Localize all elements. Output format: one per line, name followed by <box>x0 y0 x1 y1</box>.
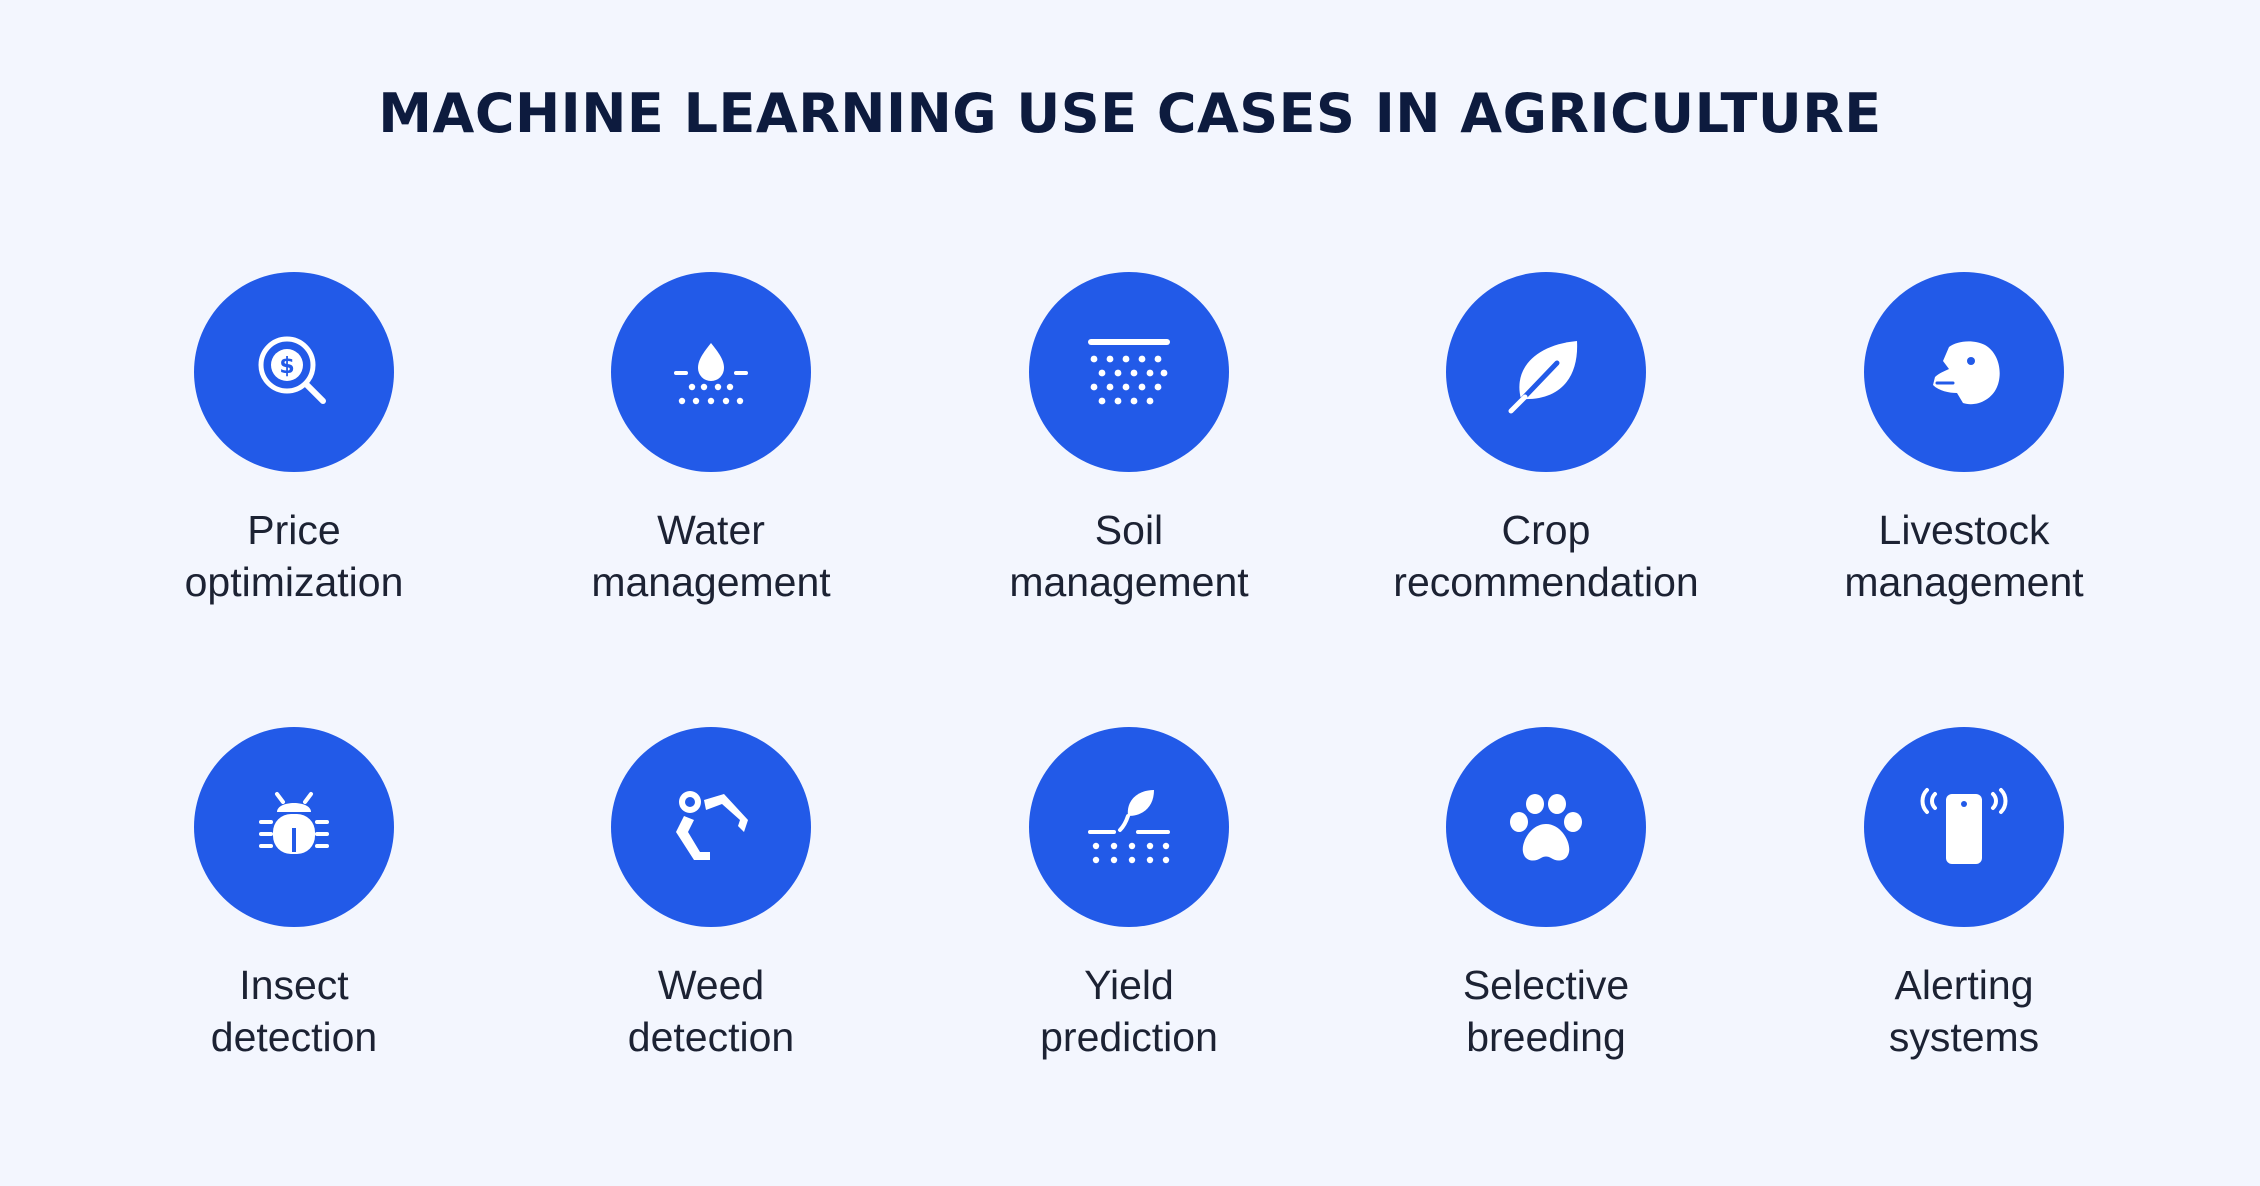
label-line-2: detection <box>627 1014 795 1060</box>
use-case-label: Insect detection <box>211 959 377 1063</box>
icon-circle <box>1446 727 1646 927</box>
label-line-1: Alerting <box>1894 962 2034 1008</box>
label-line-1: Livestock <box>1878 507 2050 553</box>
use-case-label: Weed detection <box>628 959 794 1063</box>
icon-circle <box>194 727 394 927</box>
icon-circle <box>1864 272 2064 472</box>
use-case-soil-management: Soil management <box>929 272 1329 608</box>
price-search-icon: $ <box>258 336 326 404</box>
robot-arm-icon <box>676 791 748 860</box>
use-case-crop-recommendation: Crop recommendation <box>1346 272 1746 608</box>
bug-icon <box>259 792 329 854</box>
use-case-label: Yield prediction <box>1040 959 1218 1063</box>
icon-circle <box>611 727 811 927</box>
svg-text:$: $ <box>279 354 294 379</box>
use-case-water-management: Water management <box>511 272 911 608</box>
label-line-2: systems <box>1888 1014 2040 1060</box>
use-case-yield-prediction: Yield prediction <box>929 727 1329 1063</box>
use-case-label: Crop recommendation <box>1393 504 1698 608</box>
label-line-1: Crop <box>1501 507 1591 553</box>
label-line-1: Insect <box>239 962 349 1008</box>
label-line-2: recommendation <box>1393 559 1699 605</box>
label-line-2: detection <box>210 1014 378 1060</box>
use-case-label: Alerting systems <box>1889 959 2039 1063</box>
label-line-1: Price <box>247 507 341 553</box>
use-case-label: Livestock management <box>1844 504 2083 608</box>
icon-circle <box>1029 727 1229 927</box>
label-line-1: Yield <box>1084 962 1174 1008</box>
use-case-label: Price optimization <box>185 504 404 608</box>
icon-circle: $ <box>194 272 394 472</box>
icon-circle <box>1864 727 2064 927</box>
sprout-icon <box>1088 790 1170 864</box>
icon-circle <box>611 272 811 472</box>
paw-icon <box>1510 794 1582 861</box>
label-line-1: Water <box>657 507 765 553</box>
label-line-1: Soil <box>1094 507 1164 553</box>
use-case-label: Soil management <box>1009 504 1248 608</box>
use-case-selective-breeding: Selective breeding <box>1346 727 1746 1063</box>
label-line-1: Selective <box>1462 962 1630 1008</box>
water-drop-icon <box>674 343 748 405</box>
use-case-insect-detection: Insect detection <box>94 727 494 1063</box>
use-case-livestock-management: Livestock management <box>1764 272 2164 608</box>
label-line-2: breeding <box>1466 1014 1626 1060</box>
use-case-label: Water management <box>591 504 830 608</box>
label-line-2: optimization <box>184 559 404 605</box>
label-line-2: management <box>1009 559 1249 605</box>
horse-head-icon <box>1933 341 2000 405</box>
vibrating-phone-icon <box>1920 788 2008 864</box>
label-line-2: prediction <box>1040 1014 1218 1060</box>
use-case-alerting-systems: Alerting systems <box>1764 727 2164 1063</box>
use-case-weed-detection: Weed detection <box>511 727 911 1063</box>
use-case-price-optimization: $ Price optimization <box>94 272 494 608</box>
label-line-1: Weed <box>657 962 765 1008</box>
icon-circle <box>1029 272 1229 472</box>
use-case-label: Selective breeding <box>1463 959 1629 1063</box>
label-line-2: management <box>1844 559 2084 605</box>
leaf-icon <box>1508 341 1578 414</box>
soil-icon <box>1088 339 1170 405</box>
page-title: MACHINE LEARNING USE CASES IN AGRICULTUR… <box>378 82 1882 145</box>
icon-circle <box>1446 272 1646 472</box>
label-line-2: management <box>591 559 831 605</box>
